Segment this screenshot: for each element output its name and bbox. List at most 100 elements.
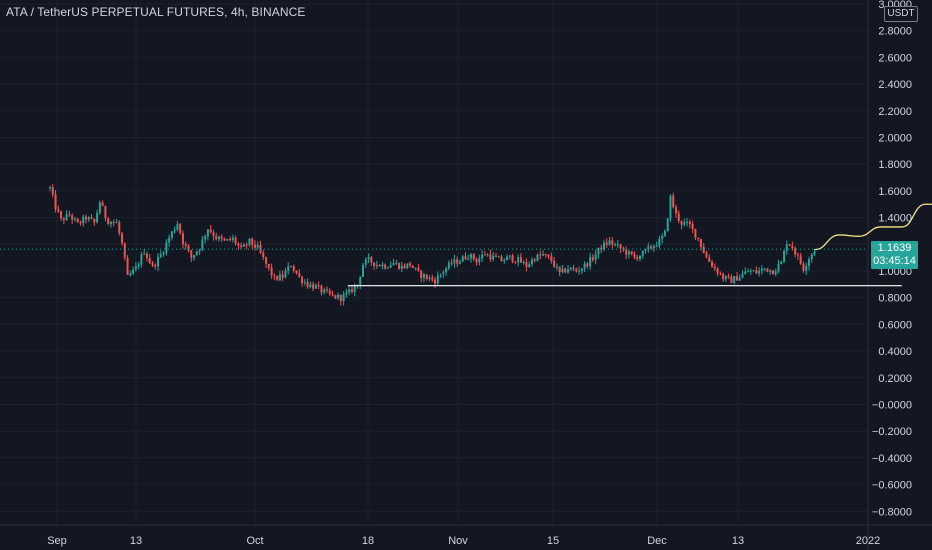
candle-body: [367, 257, 370, 260]
candle-body: [434, 279, 437, 284]
candle-body: [176, 224, 179, 230]
candle-body: [242, 244, 245, 247]
candle-body: [436, 275, 439, 284]
candle-body: [464, 256, 467, 260]
candle-body: [417, 267, 420, 271]
candle-body: [763, 268, 766, 270]
candle-body: [104, 206, 107, 219]
currency-badge[interactable]: USDT: [884, 6, 918, 22]
candle-body: [392, 263, 395, 266]
candle-body: [813, 251, 816, 255]
candle-body: [483, 254, 486, 256]
time-tick-label: Sep: [47, 535, 67, 547]
candle-body: [708, 257, 711, 262]
candle-body: [57, 209, 60, 212]
candle-body: [652, 246, 655, 249]
candle-body: [328, 290, 331, 294]
candle-body: [647, 246, 650, 250]
price-tick-label: 3.0000: [878, 0, 912, 11]
candle-body: [699, 239, 702, 247]
candle-body: [711, 261, 714, 267]
candle-body: [481, 254, 484, 259]
candle-body: [165, 242, 168, 253]
candle-body: [445, 268, 448, 273]
candle-body: [381, 264, 384, 267]
candle-body: [121, 233, 124, 244]
candle-body: [769, 270, 772, 272]
price-tick-label: 0.8000: [878, 293, 912, 305]
candle-body: [276, 275, 279, 281]
candle-body: [774, 271, 777, 275]
candle-body: [411, 265, 414, 268]
forecast-curve[interactable]: [814, 135, 932, 251]
candle-body: [317, 285, 320, 287]
candle-body: [630, 251, 633, 255]
candle-body: [528, 264, 531, 267]
candle-body: [603, 242, 605, 250]
candle-body: [727, 276, 730, 278]
candle-body: [752, 270, 755, 272]
candle-body: [256, 245, 259, 248]
candle-body: [215, 236, 218, 240]
candle-body: [101, 202, 104, 207]
candle-body: [82, 216, 85, 224]
candle-body: [281, 274, 284, 278]
candle-body: [544, 254, 547, 256]
candle-body: [713, 266, 716, 269]
price-tick-label: −0.8000: [872, 506, 912, 518]
candle-body: [600, 247, 603, 250]
candle-body: [428, 277, 431, 280]
candle-body: [561, 268, 564, 273]
price-tick-label: 2.8000: [878, 26, 912, 38]
candle-body: [68, 214, 71, 216]
candle-body: [661, 235, 664, 240]
price-tick-label: 0.4000: [878, 346, 912, 358]
candle-body: [503, 260, 506, 262]
drawings: [0, 135, 932, 287]
candle-body: [558, 266, 561, 273]
candle-body: [278, 274, 281, 281]
candle-body: [547, 254, 550, 257]
candle-body: [179, 224, 182, 234]
time-tick-label: 13: [130, 535, 142, 547]
candle-body: [614, 244, 617, 246]
candle-body: [506, 256, 509, 261]
candle-body: [686, 221, 689, 223]
candle-body: [453, 259, 456, 264]
candle-body: [301, 276, 304, 283]
candle-body: [384, 264, 387, 269]
candle-body: [467, 258, 470, 260]
candle-body: [190, 250, 193, 258]
candle-body: [555, 266, 558, 268]
candle-body: [85, 216, 88, 220]
candle-body: [134, 266, 137, 270]
symbol-title: ATA / TetherUS PERPETUAL FUTURES, 4h, BI…: [6, 5, 306, 19]
candle-body: [591, 257, 594, 260]
candle-body: [353, 285, 356, 293]
candle-body: [292, 266, 295, 271]
candle-body: [348, 289, 351, 293]
candle-body: [145, 253, 148, 259]
candle-body: [265, 257, 268, 264]
candle-body: [157, 256, 160, 267]
candle-body: [373, 262, 376, 266]
candle-body: [672, 195, 675, 208]
candle-body: [697, 237, 700, 240]
candle-body: [777, 264, 780, 272]
candle-body: [719, 273, 722, 275]
candle-body: [470, 254, 473, 259]
candle-body: [406, 263, 409, 268]
candle-body: [370, 257, 373, 263]
candle-body: [456, 259, 459, 264]
candle-body: [118, 222, 121, 234]
candle-body: [234, 237, 237, 244]
last-price-label: 1.1639: [877, 242, 912, 254]
candle-body: [320, 285, 323, 293]
candle-body: [71, 215, 74, 220]
candle-body: [611, 240, 614, 245]
candle-body: [220, 236, 223, 239]
candle-body: [170, 231, 173, 238]
candle-body: [137, 264, 140, 267]
